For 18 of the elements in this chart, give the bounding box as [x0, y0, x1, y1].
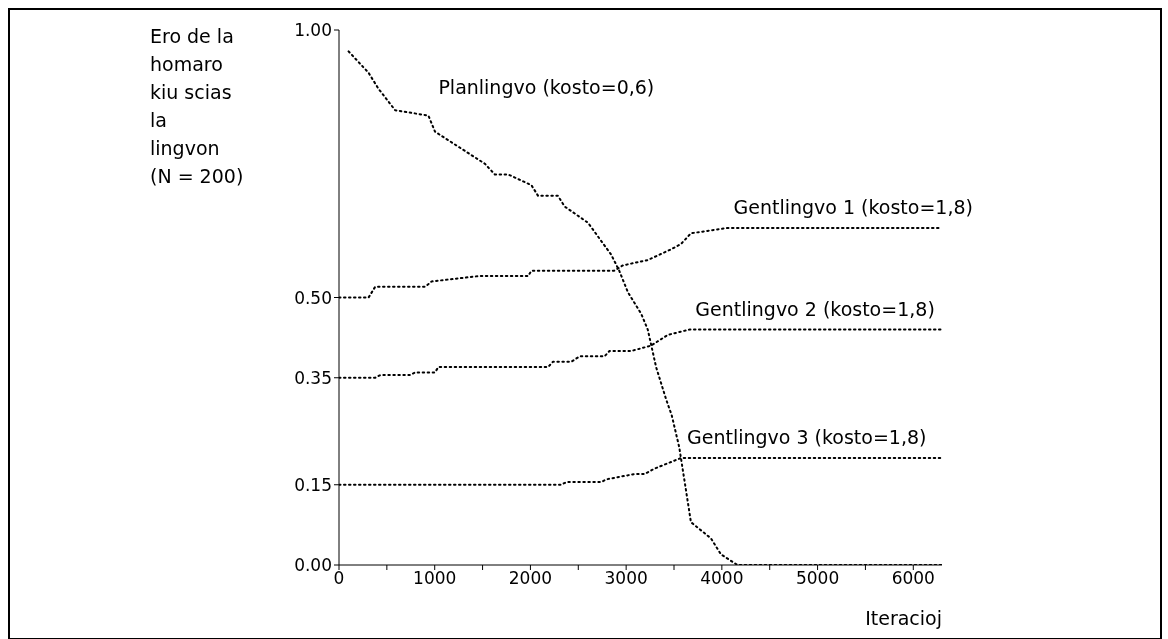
x-tick-label: 6000 [891, 568, 935, 589]
x-tick-label: 4000 [700, 568, 744, 589]
x-tick-label: 5000 [795, 568, 840, 589]
y-tick-label: 0.00 [294, 555, 332, 576]
x-tick-label: 2000 [508, 568, 553, 589]
series-label: Gentlingvo 2 (kosto=1,8) [695, 297, 935, 320]
y-tick-label: 1.00 [294, 20, 332, 41]
y-tick-label: 0.15 [294, 474, 332, 495]
series-label: Gentlingvo 1 (kosto=1,8) [733, 195, 973, 218]
series-label: Planlingvo (kosto=0,6) [438, 75, 655, 98]
x-tick-label: 0 [333, 568, 345, 589]
x-tick-label: 3000 [604, 568, 648, 589]
x-axis-title: Iteracioj [865, 607, 942, 629]
y-tick-label: 0.35 [294, 367, 332, 388]
x-tick-label: 1000 [413, 568, 457, 589]
y-axis-title: Ero de la homaro kiu scias la lingvon (N = 200) [150, 24, 244, 189]
y-tick-label: 0.50 [294, 287, 332, 308]
series-label: Gentlingvo 3 (kosto=1,8) [686, 426, 927, 448]
